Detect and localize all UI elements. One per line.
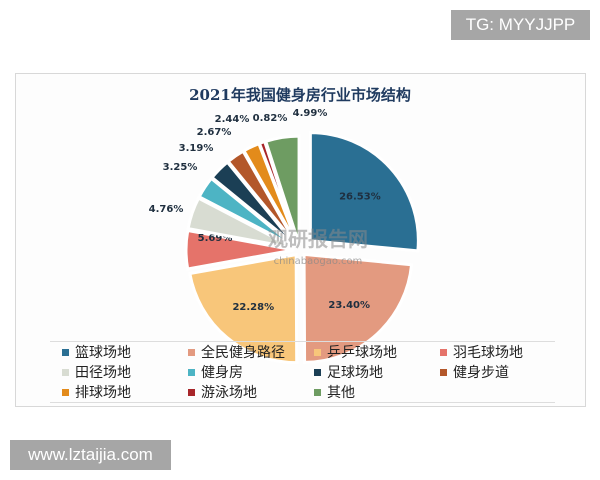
pie-slice	[308, 131, 420, 253]
legend-item: 健身步道	[440, 362, 566, 382]
legend-label: 羽毛球场地	[453, 345, 523, 361]
data-label: 3.19%	[179, 143, 214, 154]
legend-label: 其他	[327, 385, 355, 401]
data-label: 4.99%	[293, 108, 328, 119]
pie-slice	[186, 196, 296, 250]
legend-label: 全民健身路径	[201, 345, 285, 361]
pie-slice	[184, 228, 295, 271]
legend-item: 篮球场地	[62, 342, 188, 362]
data-label: 4.76%	[149, 204, 184, 215]
legend-label: 游泳场地	[201, 385, 257, 401]
legend-item: 全民健身路径	[188, 342, 314, 362]
legend-item: 健身房	[188, 362, 314, 382]
legend-swatch	[314, 348, 321, 356]
telegram-tag: TG: MYYJJPP	[451, 10, 590, 40]
data-label: 22.28%	[232, 302, 274, 313]
legend-swatch	[62, 388, 69, 396]
legend-item: 排球场地	[62, 382, 188, 402]
legend-swatch	[314, 368, 321, 376]
chart-title: 2021年我国健身房行业市场结构	[189, 86, 411, 104]
legend-swatch	[188, 388, 195, 396]
pie-slice	[188, 252, 299, 365]
legend-label: 排球场地	[75, 385, 131, 401]
legend-item: 游泳场地	[188, 382, 314, 402]
legend-label: 田径场地	[75, 365, 131, 381]
pie-slice	[302, 252, 414, 364]
legend-item: 羽毛球场地	[440, 342, 566, 362]
legend-swatch	[188, 368, 195, 376]
legend-swatch	[62, 348, 69, 356]
data-label: 3.25%	[163, 162, 198, 173]
data-label: 26.53%	[339, 192, 381, 203]
data-label: 5.69%	[198, 233, 233, 244]
legend-item: 其他	[314, 382, 440, 402]
legend-swatch	[440, 368, 447, 376]
legend-swatch	[188, 348, 195, 356]
legend-label: 健身步道	[453, 365, 509, 381]
data-label: 0.82%	[253, 113, 288, 124]
watermark-sub: chinabaogao.com	[274, 256, 363, 267]
legend-item: 田径场地	[62, 362, 188, 382]
watermark-main: 观研报告网	[268, 227, 368, 251]
legend-label: 乒乒球场地	[327, 345, 397, 361]
data-label: 2.44%	[215, 114, 250, 125]
data-label: 2.67%	[197, 127, 232, 138]
legend-label: 篮球场地	[75, 345, 131, 361]
legend-item: 足球场地	[314, 362, 440, 382]
legend: 篮球场地 全民健身路径 乒乒球场地 羽毛球场地田径场地 健身房 足球场地 健身步道排球场地 游…	[50, 341, 555, 403]
legend-swatch	[62, 368, 69, 376]
legend-item: 乒乒球场地	[314, 342, 440, 362]
website-tag: www.lztaijia.com	[10, 440, 171, 470]
data-label: 23.40%	[328, 300, 370, 311]
pie-slice	[263, 134, 301, 245]
legend-label: 健身房	[201, 365, 243, 381]
legend-swatch	[314, 388, 321, 396]
legend-label: 足球场地	[327, 365, 383, 381]
legend-swatch	[440, 348, 447, 356]
